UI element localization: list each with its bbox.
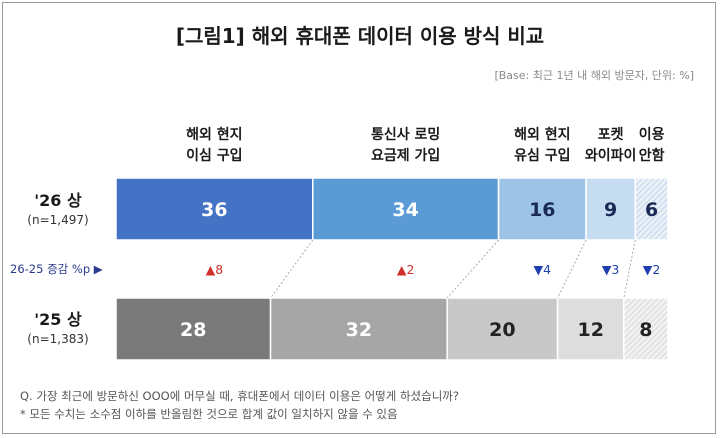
row-year-26: '26 상 <box>34 191 82 210</box>
figure-frame <box>2 2 716 434</box>
row-n-26: (n=1,497) <box>27 213 89 227</box>
bar-value-25-0: 28 <box>180 319 206 341</box>
base-note: [Base: 최근 1년 내 해외 방문자, 단위: %] <box>494 69 694 82</box>
connector-line-1 <box>270 239 314 299</box>
row-label-25: '25 상 (n=1,383) <box>14 310 102 348</box>
bar-25-seg-3 <box>556 297 625 361</box>
category-label-2-line-0: 해외 현지 <box>514 127 571 143</box>
change-value-0: ▲8 <box>206 262 224 277</box>
category-label-3-line-0: 포켓 <box>597 127 624 143</box>
row-label-26: '26 상 (n=1,497) <box>14 191 102 229</box>
bar-value-26-3: 9 <box>604 199 617 221</box>
bar-26-seg-4 <box>634 177 669 241</box>
bar-25-seg-4 <box>623 297 669 361</box>
question-note: Q. 가장 최근에 방문하신 OOO에 머무실 때, 휴대폰에서 데이터 이용은… <box>20 389 459 403</box>
bar-value-26-2: 16 <box>529 199 555 221</box>
bar-value-25-1: 32 <box>346 319 372 341</box>
category-label-0-line-0: 해외 현지 <box>186 127 243 143</box>
category-label-4-line-0: 이용 <box>638 127 665 143</box>
change-value-4: ▼2 <box>643 262 661 277</box>
bar-25-seg-1 <box>269 297 448 361</box>
bar-value-26-1: 34 <box>392 199 418 221</box>
row-year-25: '25 상 <box>34 310 82 329</box>
connector-line-4 <box>623 239 636 299</box>
change-value-3: ▼3 <box>602 262 620 277</box>
bar-value-26-0: 36 <box>201 199 227 221</box>
category-label-3-line-1: 와이파이 <box>584 148 637 164</box>
bar-value-25-4: 8 <box>639 319 652 341</box>
figure-title: [그림1] 해외 휴대폰 데이터 이용 방식 비교 <box>175 24 545 48</box>
row-n-25: (n=1,383) <box>27 332 89 346</box>
category-label-1-line-0: 통신사 로밍 <box>371 127 441 143</box>
change-value-2: ▼4 <box>534 262 552 277</box>
connector-line-2 <box>446 239 499 299</box>
bar-value-26-4: 6 <box>645 199 658 221</box>
category-label-0-line-1: 이심 구입 <box>186 148 243 164</box>
category-label-1-line-1: 요금제 가입 <box>371 148 441 164</box>
bar-value-25-2: 20 <box>489 319 515 341</box>
bar-26-seg-0 <box>115 177 314 241</box>
bar-26-seg-2 <box>497 177 587 241</box>
connector-line-3 <box>557 239 587 299</box>
category-label-2-line-1: 유심 구입 <box>514 148 571 164</box>
change-row-label: 26-25 증감 %p ▶ <box>10 262 103 276</box>
change-value-1: ▲2 <box>397 262 415 277</box>
rounding-note: * 모든 수치는 소수점 이하를 반올림한 것으로 합계 값이 일치하지 않을 … <box>20 407 398 421</box>
category-label-4-line-1: 안함 <box>638 148 665 164</box>
bar-value-25-3: 12 <box>577 319 603 341</box>
